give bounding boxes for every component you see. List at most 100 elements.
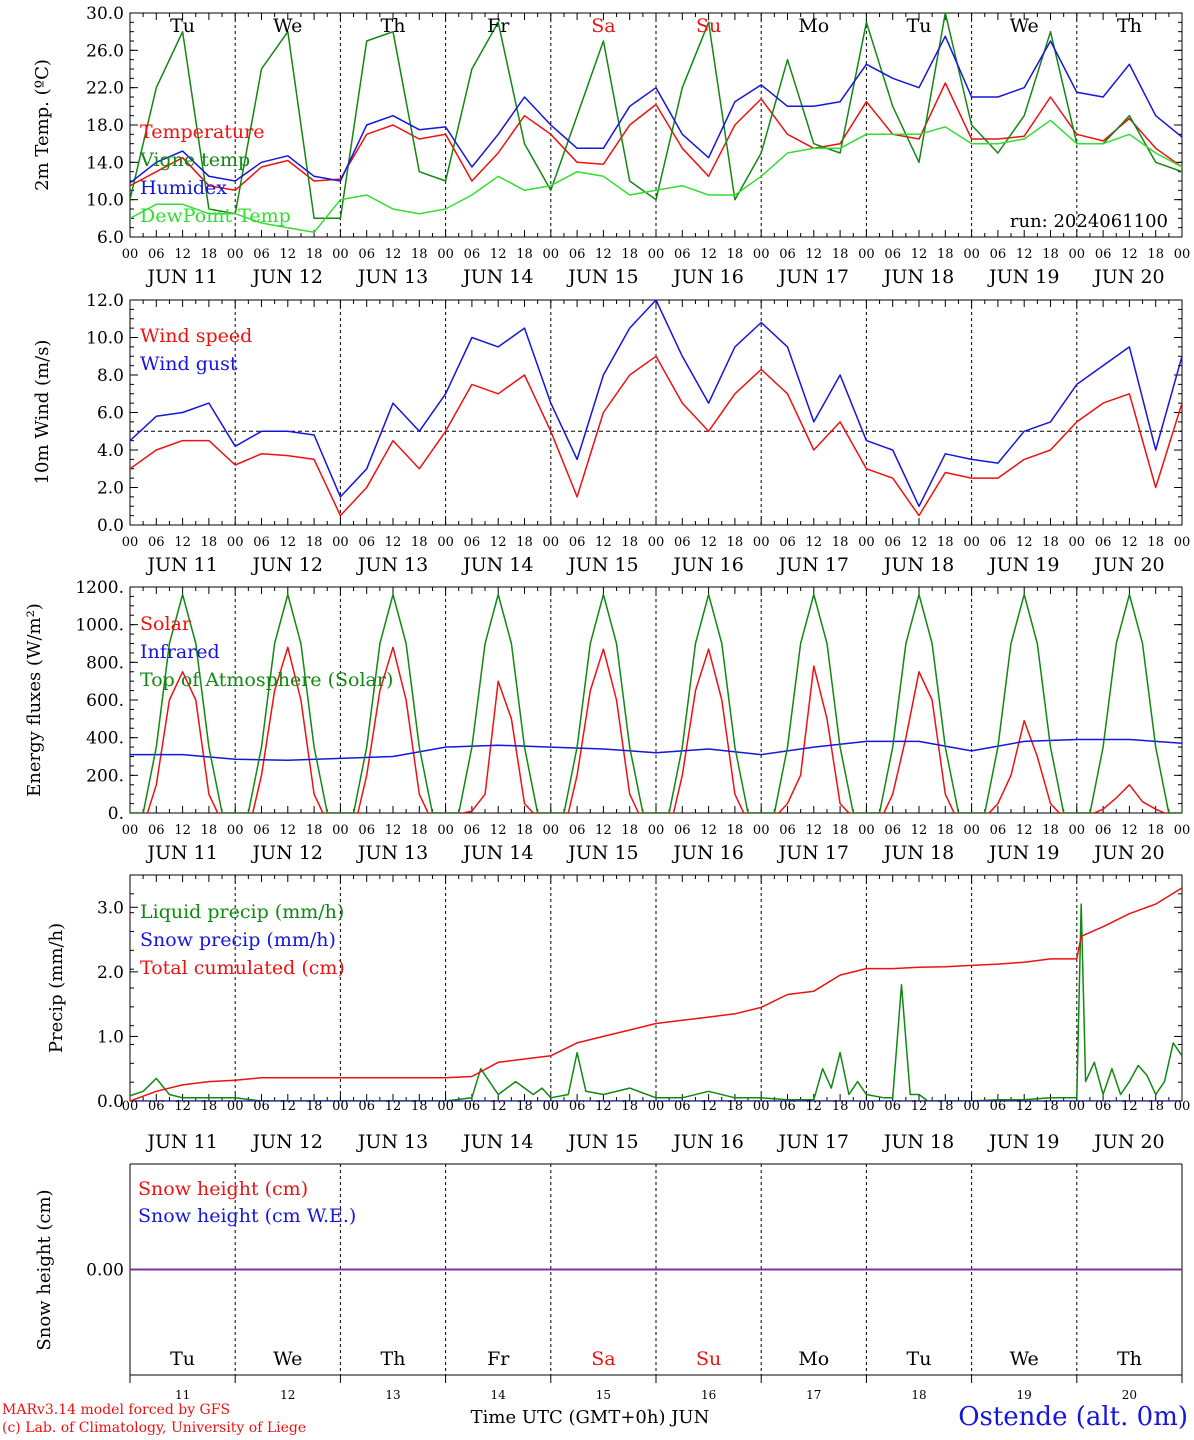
weekday-label: Th — [381, 1348, 406, 1370]
y-tick-label: 3.0 — [97, 898, 124, 918]
hour-tick-label: 18 — [1042, 1099, 1059, 1114]
day-number-label: 12 — [280, 1388, 295, 1402]
hour-tick-label: 06 — [358, 247, 375, 262]
date-label: JUN 14 — [461, 554, 533, 576]
model-credit: MARv3.14 model forced by GFS — [2, 1402, 231, 1418]
hour-tick-label: 18 — [621, 1099, 638, 1114]
weekday-label: Sa — [591, 1348, 615, 1370]
hour-tick-label: 06 — [569, 823, 586, 838]
date-label: JUN 15 — [566, 266, 638, 288]
hour-tick-label: 06 — [569, 535, 586, 550]
hour-tick-label: 06 — [253, 1099, 270, 1114]
date-label: JUN 15 — [566, 1131, 638, 1153]
hour-tick-label: 00 — [437, 535, 454, 550]
day-number-label: 19 — [1017, 1388, 1032, 1402]
y-axis-label: 10m Wind (m/s) — [32, 340, 53, 485]
hour-tick-label: 18 — [937, 1099, 954, 1114]
date-label: JUN 15 — [566, 554, 638, 576]
hour-tick-label: 18 — [832, 1099, 849, 1114]
hour-tick-label: 18 — [411, 823, 428, 838]
y-tick-label: 200. — [86, 766, 124, 786]
hour-tick-label: 18 — [516, 535, 533, 550]
hour-tick-label: 00 — [332, 823, 349, 838]
hour-tick-label: 12 — [490, 1099, 507, 1114]
date-label: JUN 19 — [987, 266, 1059, 288]
hour-tick-label: 18 — [201, 1099, 218, 1114]
series-line-infrared — [130, 738, 1182, 762]
legend-entry: Temperature — [140, 121, 264, 143]
hour-tick-label: 18 — [832, 823, 849, 838]
weekday-label: Sa — [591, 15, 615, 37]
bottom-axis: 11 12 13 14 15 16 17 18 19 20 Time UTC (GMT+0h) JU… — [129, 1374, 1183, 1428]
hour-tick-label: 00 — [122, 247, 139, 262]
hour-tick-label: 12 — [806, 823, 823, 838]
hour-tick-label: 12 — [700, 1099, 717, 1114]
day-number-label: 16 — [701, 1388, 716, 1402]
hour-tick-label: 00 — [963, 823, 980, 838]
hour-tick-label: 06 — [990, 535, 1007, 550]
hour-tick-label: 00 — [227, 1099, 244, 1114]
hour-tick-label: 00 — [1174, 823, 1191, 838]
hour-tick-label: 00 — [122, 823, 139, 838]
hour-tick-label: 00 — [648, 823, 665, 838]
date-label: JUN 20 — [1092, 554, 1164, 576]
hour-tick-label: 00 — [648, 247, 665, 262]
hour-tick-label: 18 — [201, 823, 218, 838]
weekday-label: Su — [696, 1348, 721, 1370]
y-tick-label: 10.0 — [86, 191, 124, 211]
hour-tick-label: 06 — [779, 247, 796, 262]
date-label: JUN 20 — [1092, 1131, 1164, 1153]
hour-tick-label: 12 — [280, 247, 297, 262]
hour-tick-label: 12 — [385, 535, 402, 550]
hour-tick-label: 18 — [1147, 247, 1164, 262]
hour-tick-label: 18 — [937, 247, 954, 262]
hour-tick-label: 00 — [1069, 823, 1086, 838]
y-tick-label: 1.0 — [97, 1027, 124, 1047]
hour-tick-label: 00 — [963, 535, 980, 550]
legend-entry: Humidex — [140, 177, 227, 199]
hour-tick-label: 18 — [1147, 823, 1164, 838]
weekday-label: Tu — [907, 15, 932, 37]
hour-tick-label: 12 — [174, 247, 191, 262]
hour-tick-label: 00 — [543, 823, 560, 838]
hour-tick-label: 00 — [1069, 1099, 1086, 1114]
y-tick-label: 400. — [86, 729, 124, 749]
hour-tick-label: 06 — [148, 535, 165, 550]
y-tick-label: 800. — [86, 653, 124, 673]
hour-tick-label: 06 — [1095, 535, 1112, 550]
hour-tick-label: 18 — [411, 535, 428, 550]
y-axis-label: 2m Temp. (ºC) — [32, 59, 53, 191]
y-tick-label: 12.0 — [86, 291, 124, 311]
hour-tick-label: 12 — [490, 535, 507, 550]
hour-tick-label: 00 — [332, 1099, 349, 1114]
series-line-vigne-temp — [130, 13, 1182, 220]
y-tick-label: 2.0 — [97, 963, 124, 983]
panel-frame — [129, 12, 1183, 238]
date-label: JUN 12 — [251, 554, 323, 576]
hour-tick-label: 00 — [1069, 535, 1086, 550]
y-tick-label: 8.0 — [97, 366, 124, 386]
hour-tick-label: 12 — [174, 823, 191, 838]
hour-tick-label: 00 — [122, 535, 139, 550]
weekday-label: Th — [381, 15, 406, 37]
hour-tick-label: 18 — [621, 823, 638, 838]
legend-entry: Snow height (cm) — [138, 1178, 308, 1200]
hour-tick-label: 06 — [464, 247, 481, 262]
y-tick-label: 30.0 — [86, 4, 124, 24]
hour-tick-label: 06 — [358, 823, 375, 838]
date-label: JUN 13 — [356, 266, 428, 288]
hour-tick-label: 18 — [516, 1099, 533, 1114]
lab-credit: (c) Lab. of Climatology, University of L… — [2, 1420, 307, 1436]
hour-tick-label: 12 — [490, 247, 507, 262]
hour-tick-label: 12 — [1016, 1099, 1033, 1114]
hour-tick-label: 06 — [1095, 823, 1112, 838]
panel-3: 0. 200. 400. 600. 800. 1000. 1200. Energy fluxe… — [24, 578, 1190, 864]
date-label: JUN 18 — [882, 842, 954, 864]
series-line-wind-gust — [130, 300, 1182, 508]
hour-tick-label: 12 — [700, 823, 717, 838]
series-line-humidex — [130, 35, 1182, 184]
hour-tick-label: 06 — [674, 535, 691, 550]
hour-tick-label: 06 — [779, 1099, 796, 1114]
hour-tick-label: 00 — [227, 535, 244, 550]
hour-tick-label: 06 — [358, 535, 375, 550]
